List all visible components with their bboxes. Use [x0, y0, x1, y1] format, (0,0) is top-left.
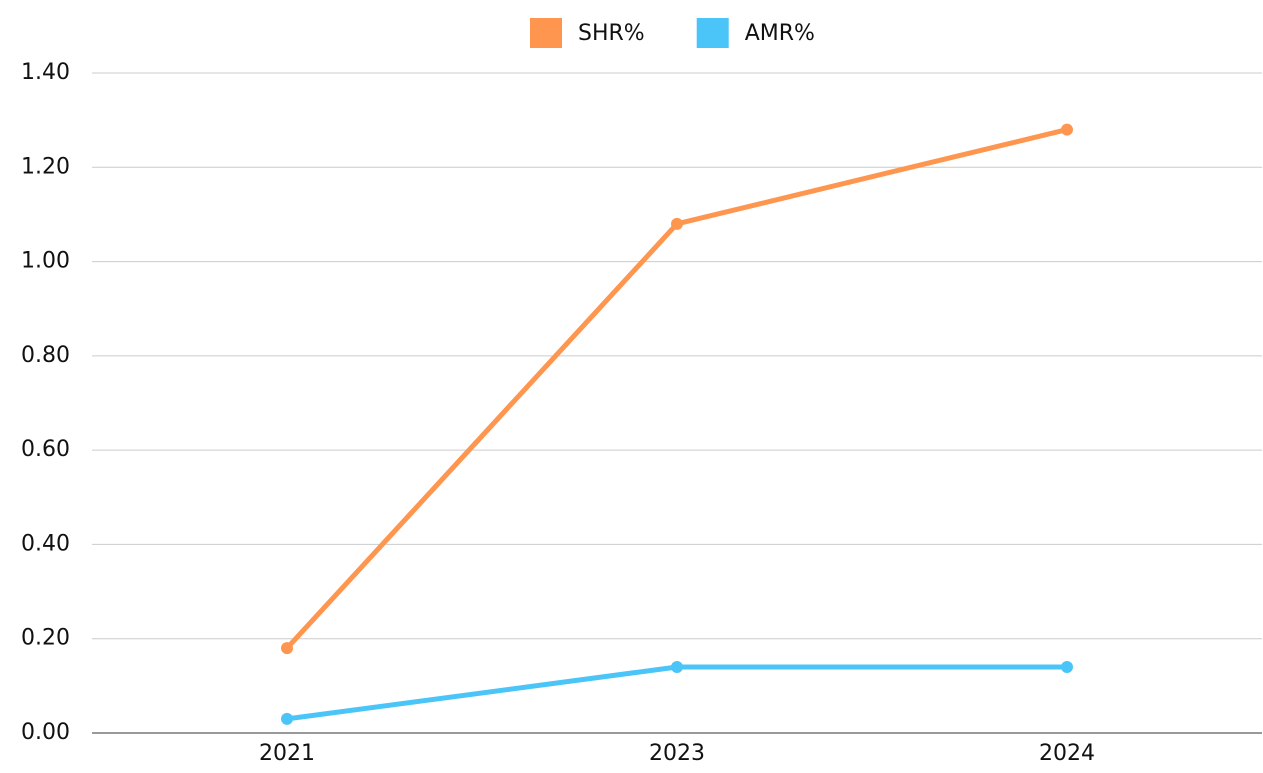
data-point — [281, 712, 293, 725]
legend-swatch — [530, 18, 562, 48]
series-line — [285, 127, 1068, 650]
y-tick-label: 1.20 — [21, 154, 70, 179]
legend-swatch — [696, 18, 729, 48]
y-tick-label: 1.40 — [21, 60, 70, 85]
y-tick-label: 0.80 — [21, 343, 70, 368]
data-point — [671, 661, 683, 673]
y-tick-label: 0.20 — [21, 626, 70, 651]
data-point — [671, 217, 683, 230]
x-tick-label: 2024 — [1039, 741, 1095, 766]
y-tick-label: 1.00 — [21, 249, 70, 274]
data-point — [1061, 123, 1073, 136]
y-tick-label: 0.00 — [21, 720, 70, 745]
x-tick-label: 2023 — [649, 741, 705, 766]
y-tick-label: 0.60 — [21, 437, 70, 462]
series-line — [286, 664, 1067, 722]
data-point — [1061, 661, 1073, 673]
x-tick-label: 2021 — [259, 741, 315, 766]
legend-label: AMR% — [745, 21, 815, 46]
data-point — [281, 642, 293, 655]
legend-label: SHR% — [578, 21, 645, 46]
y-tick-label: 0.40 — [21, 531, 70, 556]
